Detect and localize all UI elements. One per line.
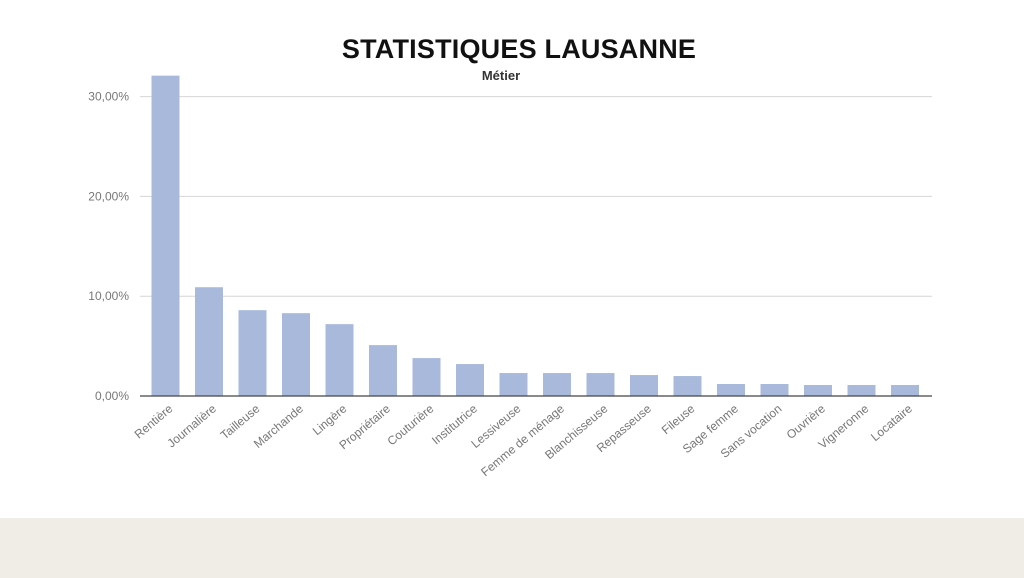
x-tick-label: Lingère bbox=[310, 401, 350, 438]
y-tick-label: 0,00% bbox=[95, 389, 129, 403]
bar-chart: 0,00% 10,00% 20,00% 30,00% RentièreJournali… bbox=[88, 75, 932, 479]
x-tick-label: Journalière bbox=[164, 401, 219, 450]
bar bbox=[804, 385, 832, 396]
footer-band bbox=[0, 518, 1024, 578]
bar bbox=[151, 75, 180, 396]
y-tick-label: 30,00% bbox=[88, 90, 129, 104]
bar bbox=[717, 384, 745, 396]
y-tick-label: 20,00% bbox=[88, 189, 129, 203]
bar bbox=[195, 287, 223, 396]
y-axis-ticks: 0,00% 10,00% 20,00% 30,00% bbox=[88, 90, 129, 403]
bar bbox=[282, 313, 310, 396]
bar bbox=[499, 373, 528, 396]
chart-title: STATISTIQUES LAUSANNE bbox=[341, 34, 697, 64]
bar bbox=[586, 373, 615, 396]
chart-container: STATISTIQUES LAUSANNE Métier 0,00% 10,00%… bbox=[88, 34, 932, 479]
x-tick-label: Fileuse bbox=[659, 401, 698, 437]
bars bbox=[151, 75, 919, 396]
grid-lines bbox=[140, 96, 932, 297]
bar bbox=[760, 384, 789, 396]
bar bbox=[630, 375, 658, 396]
x-tick-label: Couturière bbox=[385, 401, 437, 448]
bar bbox=[847, 385, 876, 396]
bar bbox=[369, 345, 397, 396]
bar bbox=[456, 364, 484, 396]
bar bbox=[412, 358, 441, 396]
chart-subtitle: Métier bbox=[481, 68, 521, 83]
x-tick-label: Locataire bbox=[868, 401, 915, 444]
bar bbox=[673, 376, 702, 396]
bar bbox=[325, 324, 354, 396]
y-tick-label: 10,00% bbox=[88, 289, 129, 303]
bar bbox=[891, 385, 919, 396]
bar bbox=[238, 310, 267, 396]
bar bbox=[543, 373, 571, 396]
